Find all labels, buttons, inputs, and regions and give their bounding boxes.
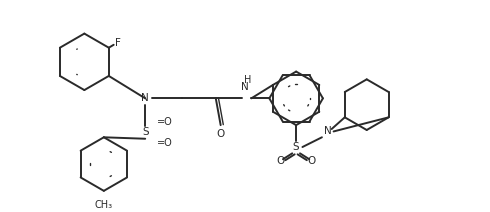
Text: =O: =O xyxy=(157,117,172,127)
Text: O: O xyxy=(276,156,285,166)
Text: F: F xyxy=(115,38,121,48)
Text: O: O xyxy=(217,129,225,139)
Text: H: H xyxy=(244,75,251,85)
Text: N: N xyxy=(141,93,149,103)
Text: S: S xyxy=(293,142,299,152)
Text: O: O xyxy=(308,156,316,166)
Text: N: N xyxy=(241,82,249,92)
Text: S: S xyxy=(142,127,148,137)
Text: =O: =O xyxy=(157,138,172,148)
Text: CH₃: CH₃ xyxy=(95,200,113,210)
Text: N: N xyxy=(324,126,332,137)
